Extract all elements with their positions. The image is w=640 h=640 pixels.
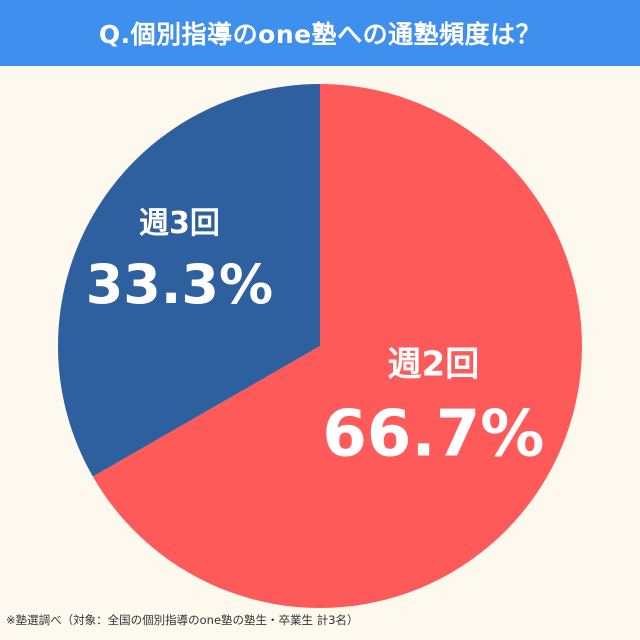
- pie-slices: [57, 84, 582, 608]
- slice-label-value-2: 33.3%: [86, 253, 273, 316]
- chart-title: Q.個別指導のone塾への通塾頻度は？: [0, 0, 640, 66]
- survey-footnote: ※塾選調べ（対象：全国の個別指導のone塾の塾生・卒業生 計3名）: [6, 613, 359, 627]
- pie-labels: 週2回 66.7% 週3回 33.3%: [86, 206, 545, 471]
- pie-slice-2: [57, 84, 320, 477]
- pie-slice-1: [92, 84, 582, 608]
- slice-label-value-1: 66.7%: [322, 398, 544, 472]
- slice-label-name-1: 週2回: [388, 345, 480, 385]
- slice-label-name-2: 週3回: [139, 206, 220, 241]
